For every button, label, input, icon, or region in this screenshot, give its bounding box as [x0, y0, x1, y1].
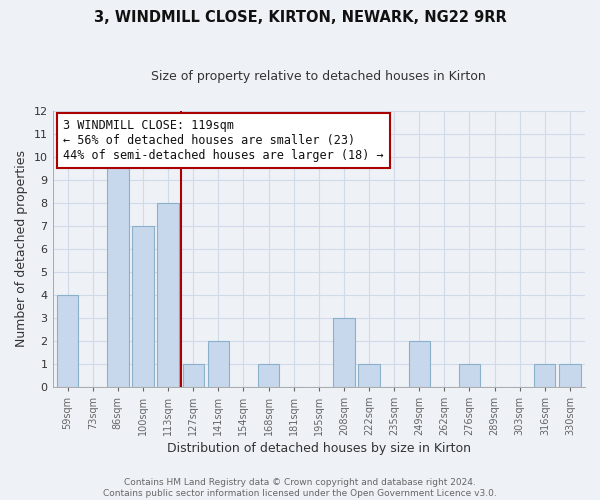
Text: Contains HM Land Registry data © Crown copyright and database right 2024.
Contai: Contains HM Land Registry data © Crown c…	[103, 478, 497, 498]
Bar	[107, 156, 128, 386]
Bar	[409, 340, 430, 386]
Bar	[333, 318, 355, 386]
Y-axis label: Number of detached properties: Number of detached properties	[15, 150, 28, 347]
Bar	[57, 294, 78, 386]
Bar	[559, 364, 581, 386]
Bar	[358, 364, 380, 386]
Bar	[157, 202, 179, 386]
Bar	[182, 364, 204, 386]
X-axis label: Distribution of detached houses by size in Kirton: Distribution of detached houses by size …	[167, 442, 471, 455]
Bar	[459, 364, 480, 386]
Text: 3 WINDMILL CLOSE: 119sqm
← 56% of detached houses are smaller (23)
44% of semi-d: 3 WINDMILL CLOSE: 119sqm ← 56% of detach…	[63, 119, 384, 162]
Bar	[258, 364, 279, 386]
Bar	[208, 340, 229, 386]
Text: 3, WINDMILL CLOSE, KIRTON, NEWARK, NG22 9RR: 3, WINDMILL CLOSE, KIRTON, NEWARK, NG22 …	[94, 10, 506, 25]
Bar	[534, 364, 556, 386]
Title: Size of property relative to detached houses in Kirton: Size of property relative to detached ho…	[151, 70, 486, 83]
Bar	[132, 226, 154, 386]
